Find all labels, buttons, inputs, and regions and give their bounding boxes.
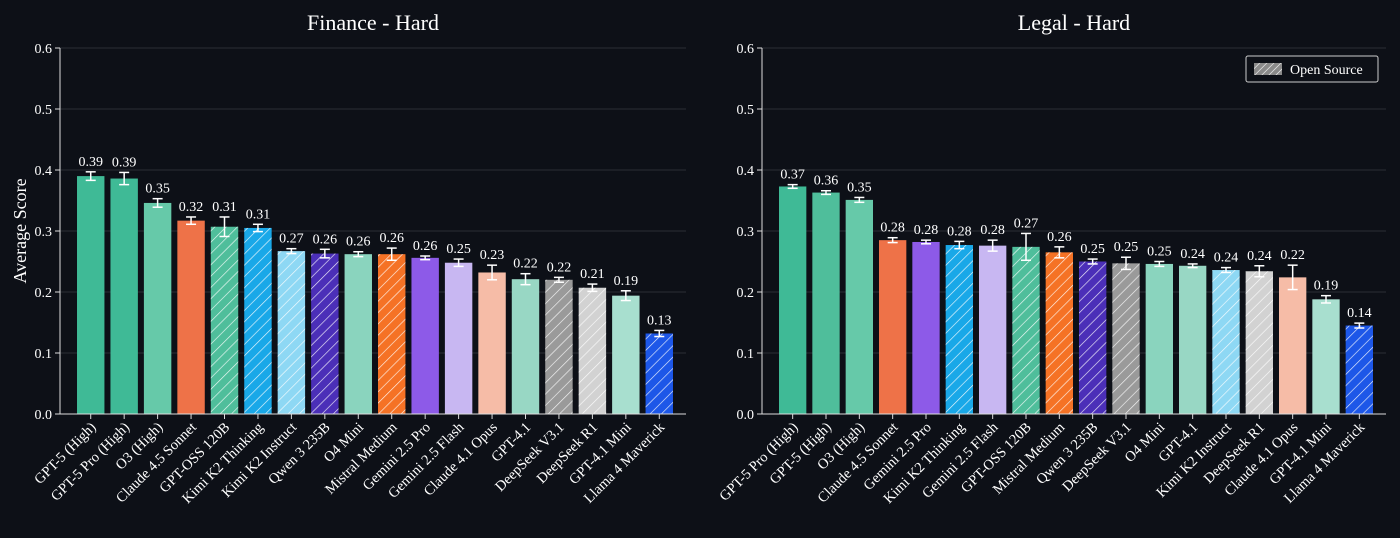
- bar-hatch: [311, 253, 339, 414]
- bar: [879, 240, 907, 414]
- bar: [1279, 277, 1307, 414]
- y-tick-label: 0.3: [35, 225, 53, 240]
- y-tick-label: 0.4: [737, 164, 755, 179]
- bar: [444, 262, 473, 414]
- bar-hatch: [578, 287, 607, 414]
- bar-hatch: [1212, 270, 1240, 414]
- y-tick-label: 0.5: [35, 103, 53, 118]
- bar-hatch: [277, 251, 306, 414]
- bar-hatch: [378, 254, 406, 414]
- data-label: 0.22: [547, 260, 572, 275]
- bar: [177, 220, 205, 414]
- data-label: 0.25: [1147, 245, 1172, 260]
- data-label: 0.14: [1347, 306, 1372, 321]
- data-label: 0.24: [1247, 249, 1272, 264]
- bar-hatch: [210, 226, 239, 414]
- bar: [979, 245, 1007, 414]
- bar: [779, 186, 807, 414]
- data-label: 0.25: [1114, 240, 1139, 255]
- data-label: 0.23: [480, 248, 505, 263]
- legend-box: [1245, 55, 1379, 83]
- bar-hatch: [244, 227, 272, 414]
- bar: [1312, 299, 1340, 414]
- bar: [511, 279, 540, 414]
- data-label: 0.31: [212, 200, 237, 215]
- bar-hatch: [1079, 261, 1107, 414]
- data-label: 0.19: [614, 274, 639, 289]
- data-label: 0.35: [847, 180, 872, 195]
- data-label: 0.22: [1280, 248, 1305, 263]
- bar: [478, 272, 506, 414]
- data-label: 0.28: [980, 223, 1005, 238]
- data-label: 0.36: [814, 174, 839, 189]
- y-tick-label: 0.5: [737, 103, 755, 118]
- data-label: 0.28: [914, 223, 939, 238]
- legend: Open Source: [1245, 55, 1379, 83]
- bar: [612, 295, 640, 414]
- y-tick-label: 0.1: [737, 347, 755, 362]
- data-label: 0.28: [947, 224, 972, 239]
- bar: [143, 202, 172, 414]
- data-label: 0.26: [413, 239, 438, 254]
- bar-hatch: [1345, 325, 1373, 414]
- data-label: 0.25: [446, 242, 471, 257]
- data-label: 0.26: [379, 231, 404, 246]
- y-tick-label: 0.1: [35, 347, 53, 362]
- panel-legal-hard: Legal - Hard0.00.10.20.30.40.50.60.37GPT…: [716, 10, 1386, 507]
- y-tick-label: 0.6: [35, 42, 53, 57]
- data-label: 0.22: [513, 257, 538, 272]
- data-label: 0.21: [580, 267, 605, 282]
- bar-hatch: [1245, 271, 1273, 414]
- data-label: 0.39: [78, 155, 103, 170]
- y-tick-label: 0.2: [737, 286, 755, 301]
- data-label: 0.24: [1214, 251, 1239, 266]
- y-axis-label: Average Score: [10, 178, 30, 283]
- data-label: 0.37: [780, 168, 805, 183]
- bar: [344, 254, 372, 414]
- data-label: 0.25: [1080, 242, 1105, 257]
- bar: [1179, 265, 1207, 414]
- bar: [912, 241, 940, 414]
- data-label: 0.27: [1014, 216, 1039, 231]
- chart-title: Finance - Hard: [307, 10, 439, 35]
- bar: [411, 257, 439, 414]
- data-label: 0.39: [112, 155, 137, 170]
- data-label: 0.26: [1047, 230, 1072, 245]
- data-label: 0.26: [346, 235, 371, 250]
- data-label: 0.26: [313, 232, 338, 247]
- y-tick-label: 0.0: [35, 408, 53, 423]
- y-tick-label: 0.3: [737, 225, 755, 240]
- chart-title: Legal - Hard: [1018, 10, 1130, 35]
- bar-hatch: [1112, 263, 1140, 414]
- data-label: 0.35: [145, 182, 170, 197]
- bar-hatch: [1045, 252, 1073, 414]
- data-label: 0.27: [279, 232, 304, 247]
- bar: [812, 192, 840, 414]
- bar-hatch: [545, 279, 573, 414]
- data-label: 0.31: [246, 207, 271, 222]
- bar-hatch: [945, 245, 973, 414]
- data-label: 0.24: [1180, 247, 1205, 262]
- legend-label: Open Source: [1290, 63, 1363, 78]
- bar: [77, 176, 105, 414]
- y-tick-label: 0.0: [737, 408, 755, 423]
- data-label: 0.32: [179, 200, 204, 215]
- y-tick-label: 0.2: [35, 286, 53, 301]
- y-tick-label: 0.4: [35, 164, 53, 179]
- bar-hatch: [645, 333, 673, 414]
- bar: [1145, 263, 1173, 414]
- bar: [845, 199, 873, 414]
- bar: [110, 178, 138, 414]
- legend-swatch-hatch: [1254, 63, 1282, 75]
- data-label: 0.13: [647, 313, 672, 328]
- bar-hatch: [1012, 246, 1040, 414]
- data-label: 0.28: [880, 221, 905, 236]
- y-tick-label: 0.6: [737, 42, 755, 57]
- data-label: 0.19: [1314, 279, 1339, 294]
- panel-finance-hard: Finance - Hard 0.0 0.1 0.2 0.3 0.4 0.5 0.6 Avera…: [10, 10, 686, 507]
